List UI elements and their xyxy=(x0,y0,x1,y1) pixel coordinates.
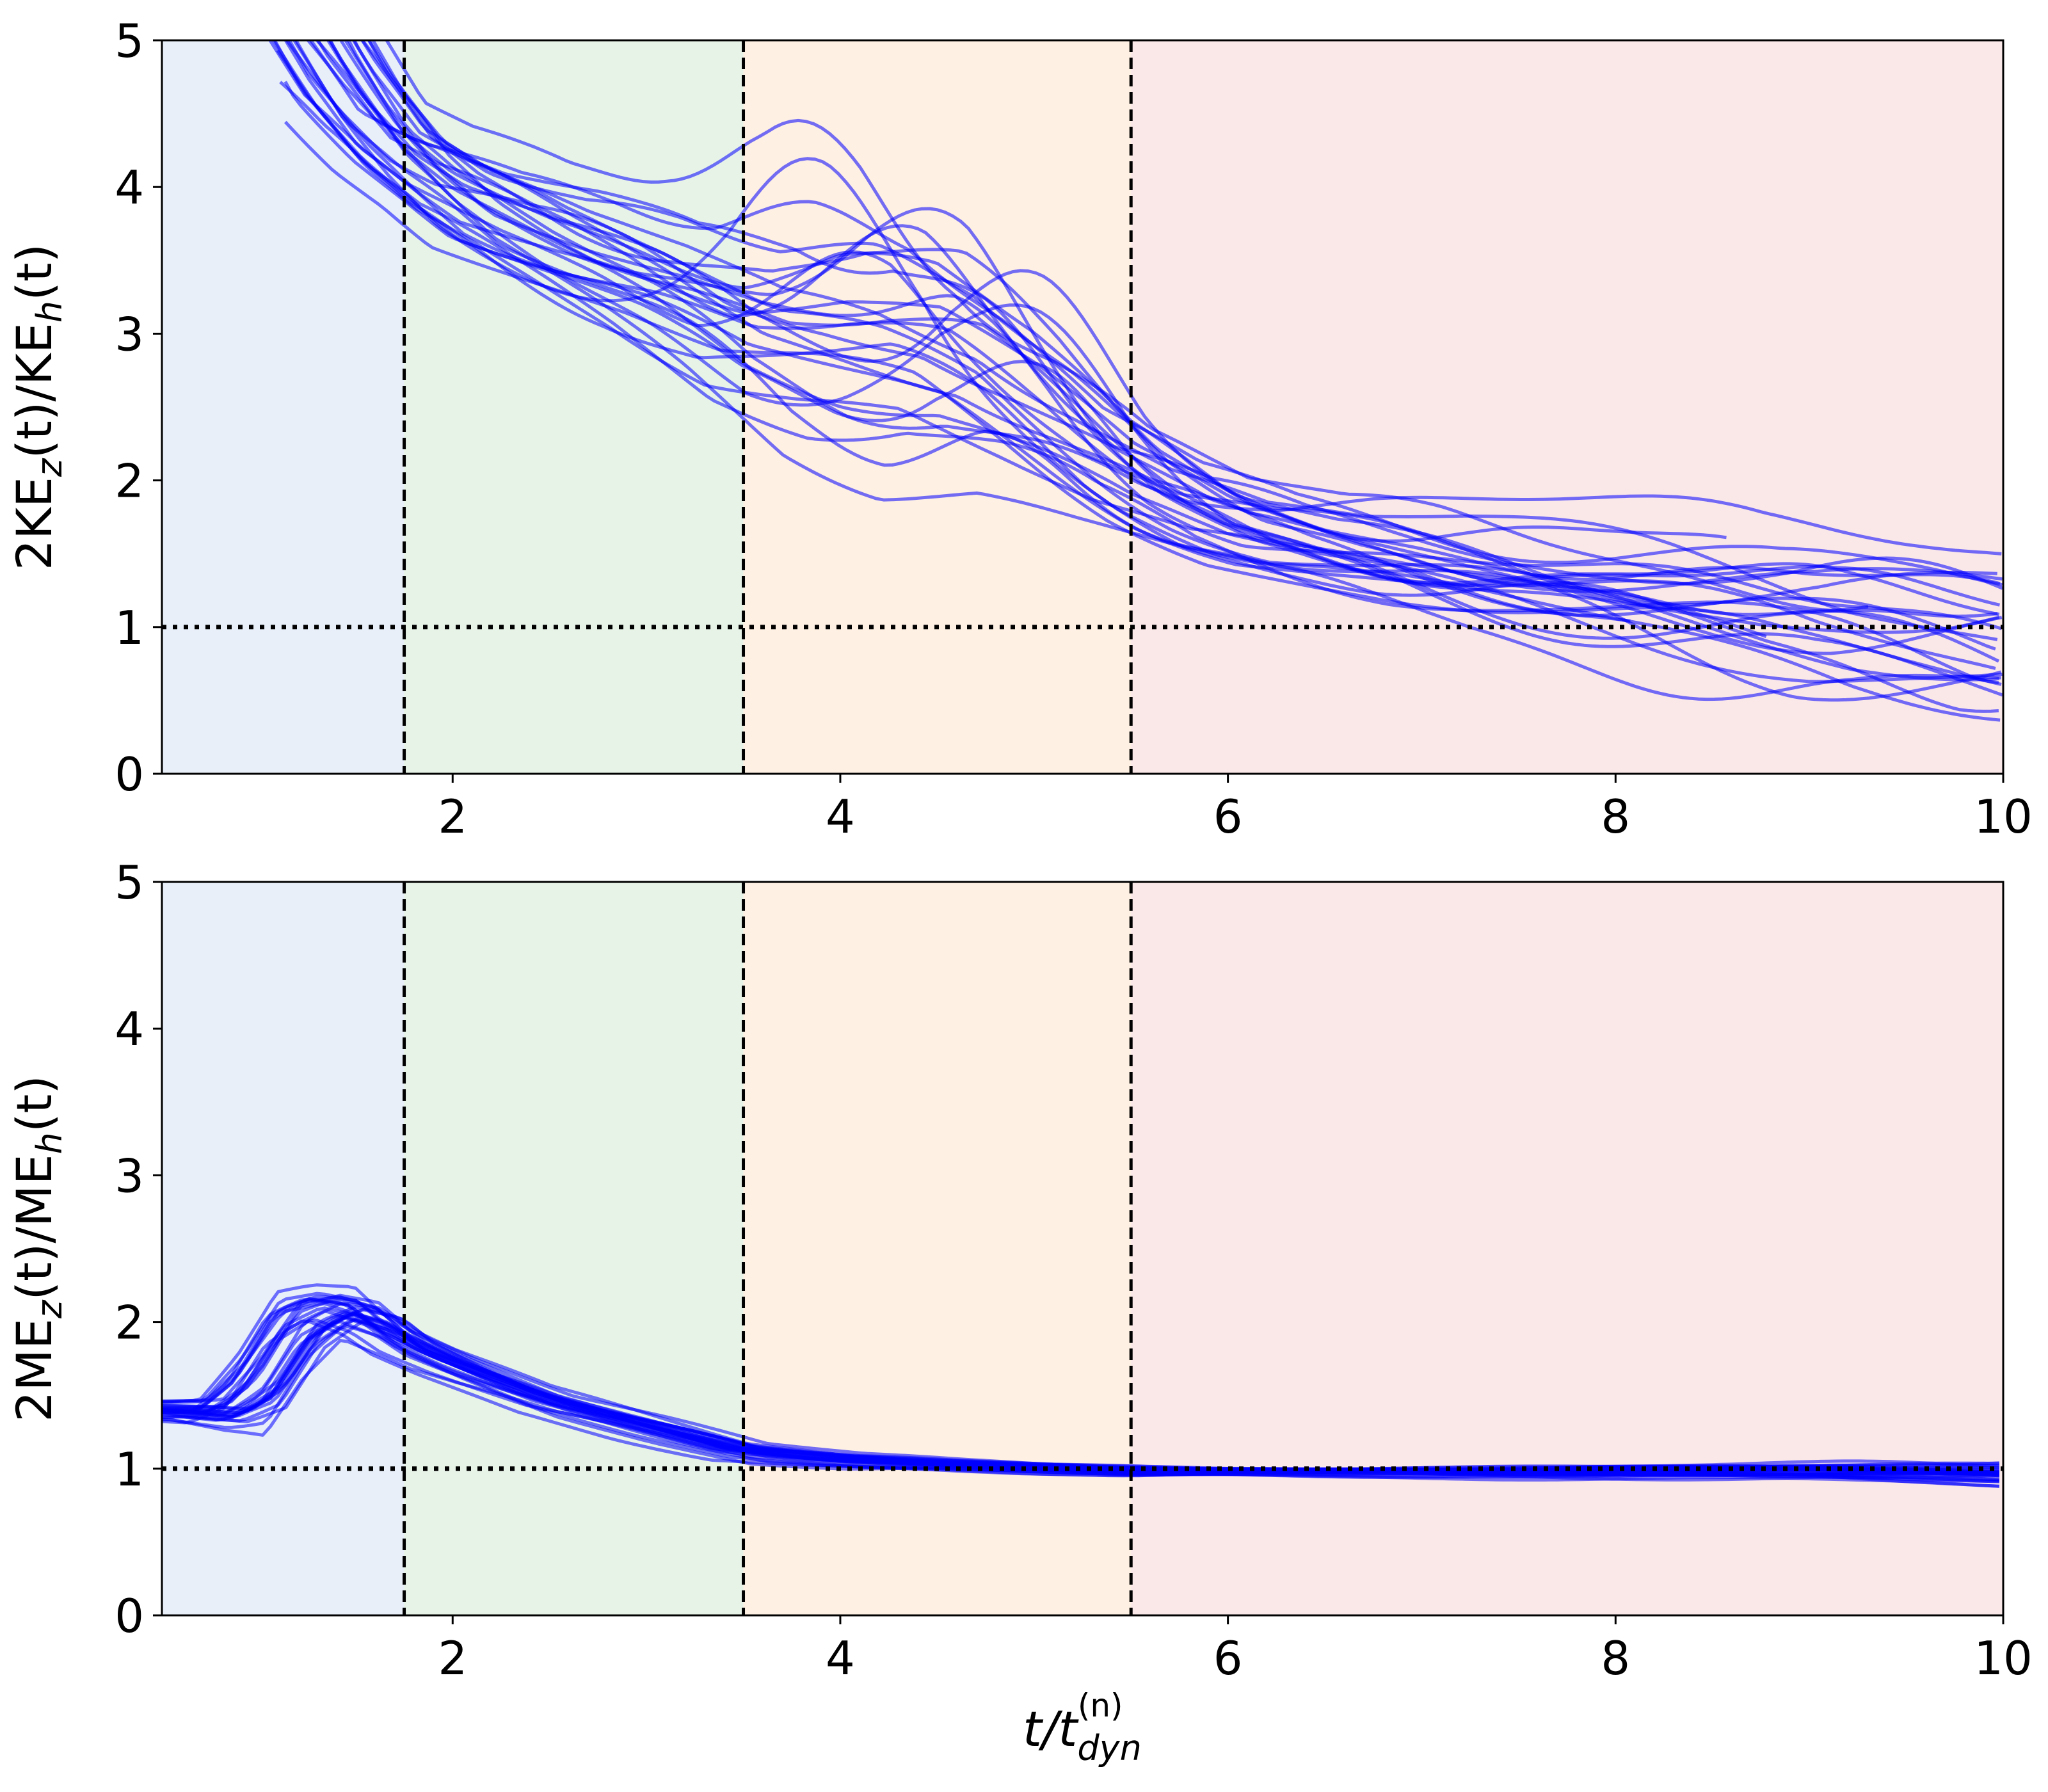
series-line-26 xyxy=(294,40,2001,701)
axis-ticks: 2 4 6 8 10 0 1 2 3 4 5 xyxy=(115,14,2033,844)
kinetic-energy-ratio-panel: 2 4 6 8 10 0 1 2 3 4 5 2KEz(t)/KEh(t) xyxy=(6,14,2033,844)
series-line-14 xyxy=(284,81,2000,663)
series-line-3 xyxy=(360,40,2003,655)
y-axis-label: 2KEz(t)/KEh(t) xyxy=(6,244,70,570)
y-label-lead: 2KE xyxy=(6,477,63,570)
y-label-lead: 2ME xyxy=(6,1318,63,1422)
y-tick-label: 2 xyxy=(115,1296,144,1350)
y-label-tail: (t) xyxy=(6,244,63,301)
phase-shading xyxy=(162,882,2003,1615)
series-line-17 xyxy=(287,40,1673,610)
series-line-25 xyxy=(162,1318,1999,1479)
series-line-30 xyxy=(162,1312,1999,1473)
x-tick-label: 4 xyxy=(826,1631,855,1685)
x-tick-label: 8 xyxy=(1601,790,1630,844)
series-line-28 xyxy=(162,1339,2000,1482)
reference-lines xyxy=(162,882,2003,1615)
magnetic-energy-ratio-panel: 2 4 6 8 10 0 1 2 3 4 5 2MEz(t)/MEh(t) t/tdyn (n) xyxy=(6,856,2033,1768)
y-tick-label: 4 xyxy=(115,1002,144,1056)
y-tick-label: 1 xyxy=(115,601,144,655)
x-label-sub: dyn xyxy=(1077,1728,1141,1768)
y-tick-label: 5 xyxy=(115,14,144,68)
y-label-sub1: z xyxy=(29,1299,70,1319)
y-tick-label: 1 xyxy=(115,1443,144,1496)
series-lines xyxy=(162,1283,2000,1488)
series-line-21 xyxy=(276,49,1999,713)
x-tick-label: 10 xyxy=(1974,1631,2033,1685)
x-tick-label: 2 xyxy=(438,790,467,844)
x-tick-label: 2 xyxy=(438,1631,467,1685)
y-label-mid: (t)/ME xyxy=(6,1154,63,1300)
x-label-sup: (n) xyxy=(1078,1687,1123,1724)
phase-band-3 xyxy=(743,882,1132,1615)
y-axis-label: 2MEz(t)/MEh(t) xyxy=(6,1075,70,1422)
y-tick-label: 3 xyxy=(115,307,144,361)
y-label-sub2: h xyxy=(29,301,70,323)
series-line-29 xyxy=(347,40,2001,586)
phase-band-4 xyxy=(1131,40,2003,774)
phase-band-4 xyxy=(1131,882,2003,1615)
y-label-sub1: z xyxy=(29,458,70,477)
y-tick-label: 3 xyxy=(115,1149,144,1203)
plot-frame xyxy=(161,881,2004,1617)
plot-frame xyxy=(161,39,2004,775)
x-tick-label: 4 xyxy=(826,790,855,844)
x-tick-label: 8 xyxy=(1601,1631,1630,1685)
x-tick-label: 6 xyxy=(1213,1631,1243,1685)
axis-ticks: 2 4 6 8 10 0 1 2 3 4 5 xyxy=(115,856,2033,1685)
y-tick-label: 2 xyxy=(115,454,144,508)
x-tick-label: 6 xyxy=(1213,790,1243,844)
y-tick-label: 0 xyxy=(115,748,144,801)
series-line-24 xyxy=(351,40,2002,630)
x-axis-label: t/tdyn (n) xyxy=(1023,1687,1142,1768)
reference-lines xyxy=(162,40,2003,774)
y-tick-label: 5 xyxy=(115,856,144,909)
y-tick-label: 0 xyxy=(115,1589,144,1643)
phase-shading xyxy=(162,40,2003,774)
phase-band-1 xyxy=(162,882,404,1615)
phase-band-3 xyxy=(743,40,1132,774)
y-tick-label: 4 xyxy=(115,161,144,214)
x-tick-label: 10 xyxy=(1974,790,2033,844)
y-label-tail: (t) xyxy=(6,1075,63,1132)
y-label-mid: (t)/KE xyxy=(6,323,63,459)
series-line-25 xyxy=(367,40,1727,543)
phase-band-2 xyxy=(404,882,744,1615)
series-line-30 xyxy=(292,40,2002,702)
y-label-sub2: h xyxy=(29,1132,70,1154)
series-line-2 xyxy=(328,40,2001,722)
x-label-base: t/t xyxy=(1023,1700,1079,1757)
